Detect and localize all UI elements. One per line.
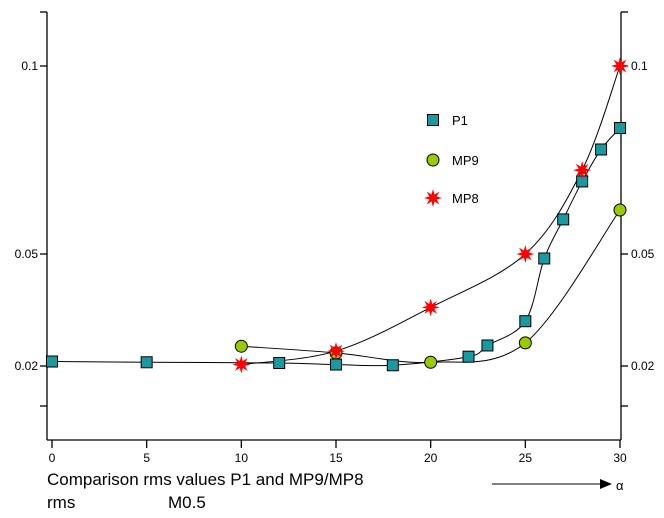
point-p1	[614, 122, 626, 135]
caption-line-1: Comparison rms values P1 and MP9/MP8	[47, 470, 364, 489]
legend-label-mp9: MP9	[452, 153, 479, 168]
x-tick-label: 30	[613, 451, 627, 465]
point-mp8	[421, 298, 440, 317]
x-tick-label: 10	[235, 451, 249, 465]
legend-marker-p1	[427, 114, 439, 126]
point-p1	[140, 356, 153, 369]
legend-label-mp8: MP8	[452, 191, 479, 206]
caption-line-2-subscript: M0.5	[168, 493, 206, 512]
point-mp9	[424, 355, 438, 369]
ticks: 0 5 10 15 20 25 30 0.02 0.02 0.05 0.05 0.1 0.1	[15, 11, 655, 465]
x-tick-label: 0	[49, 451, 56, 465]
point-mp8	[232, 355, 251, 374]
y-tick-label-right: 0.05	[631, 247, 655, 261]
series-curve-p1	[51, 127, 621, 367]
point-p1	[538, 252, 551, 265]
legend-marker-mp8	[423, 188, 443, 208]
y-tick-label-left: 0.05	[15, 247, 39, 261]
point-p1	[462, 350, 475, 363]
legend-label-p1: P1	[452, 113, 468, 128]
point-mp9	[518, 336, 532, 350]
point-p1	[46, 355, 58, 368]
series-markers	[46, 56, 630, 374]
x-axis-arrow: α	[492, 478, 624, 493]
y-tick-label-left: 0.02	[15, 359, 39, 373]
point-p1	[330, 358, 342, 371]
point-mp8	[326, 342, 346, 361]
series-curves	[51, 65, 621, 367]
x-tick-label: 20	[424, 451, 438, 465]
point-p1	[481, 339, 494, 352]
x-tick-label: 15	[329, 451, 343, 465]
x-tick-label: 25	[519, 451, 533, 465]
legend-marker-mp9	[426, 153, 440, 167]
point-p1	[519, 315, 532, 328]
point-mp8	[610, 56, 630, 76]
point-p1	[595, 143, 608, 156]
x-axis-label: α	[616, 478, 624, 493]
legend: P1 MP9 MP8	[423, 113, 479, 208]
y-tick-label-left: 0.1	[21, 59, 38, 73]
point-p1	[386, 359, 399, 372]
caption-line-2: rms	[47, 493, 76, 512]
point-mp8	[516, 244, 535, 264]
y-tick-label-right: 0.02	[631, 359, 655, 373]
axes	[46, 12, 622, 441]
y-tick-label-right: 0.1	[631, 59, 648, 73]
point-mp9	[613, 203, 627, 217]
point-mp9	[234, 339, 248, 353]
series-curve-mp9	[241, 209, 621, 363]
arrow-head	[600, 479, 612, 489]
x-tick-label: 5	[143, 451, 150, 465]
point-mp8	[573, 161, 592, 180]
point-p1	[557, 213, 570, 226]
point-p1	[273, 357, 286, 370]
